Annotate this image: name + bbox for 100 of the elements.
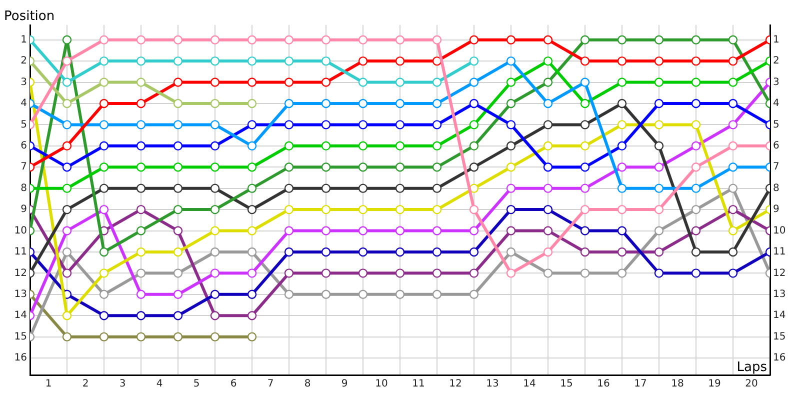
point bbox=[506, 141, 516, 151]
point bbox=[395, 268, 405, 278]
x-tick-label: 1 bbox=[45, 378, 52, 390]
point bbox=[247, 98, 257, 108]
point bbox=[432, 290, 442, 299]
point bbox=[395, 78, 405, 87]
point bbox=[358, 141, 368, 151]
x-tick-label: 5 bbox=[193, 378, 200, 390]
y-tick-label: 16 bbox=[14, 352, 27, 364]
point bbox=[580, 204, 590, 214]
point bbox=[62, 204, 72, 214]
point bbox=[210, 268, 220, 278]
point bbox=[62, 247, 72, 257]
point bbox=[506, 268, 516, 278]
point bbox=[136, 56, 146, 66]
point bbox=[617, 120, 627, 130]
point bbox=[62, 268, 72, 278]
point bbox=[173, 247, 183, 257]
point bbox=[728, 162, 738, 172]
point bbox=[617, 35, 627, 44]
point bbox=[210, 78, 220, 87]
point bbox=[432, 204, 442, 214]
point bbox=[358, 56, 368, 66]
point bbox=[691, 204, 701, 214]
point bbox=[654, 204, 664, 214]
point bbox=[617, 98, 627, 108]
point bbox=[728, 35, 738, 44]
point bbox=[728, 120, 738, 130]
point bbox=[691, 35, 701, 44]
point bbox=[247, 268, 257, 278]
point bbox=[506, 78, 516, 87]
point bbox=[580, 162, 590, 172]
y-tick-label: 11 bbox=[14, 246, 27, 258]
y2-tick-label: 9 bbox=[773, 204, 780, 216]
point bbox=[580, 35, 590, 44]
point bbox=[543, 78, 553, 87]
point bbox=[617, 204, 627, 214]
point bbox=[210, 184, 220, 193]
y2-tick-label: 16 bbox=[773, 352, 786, 364]
point bbox=[136, 120, 146, 130]
point bbox=[62, 141, 72, 151]
point bbox=[691, 162, 701, 172]
point bbox=[580, 98, 590, 108]
point bbox=[358, 204, 368, 214]
point bbox=[654, 247, 664, 257]
point bbox=[284, 226, 294, 236]
point bbox=[543, 162, 553, 172]
point bbox=[321, 35, 331, 44]
point bbox=[506, 162, 516, 172]
point bbox=[210, 35, 220, 44]
point bbox=[173, 226, 183, 236]
point bbox=[173, 184, 183, 193]
point bbox=[99, 162, 109, 172]
point bbox=[506, 184, 516, 193]
point bbox=[284, 268, 294, 278]
point bbox=[543, 98, 553, 108]
x-tick-label: 13 bbox=[486, 378, 499, 390]
point bbox=[654, 162, 664, 172]
point bbox=[173, 332, 183, 342]
point bbox=[99, 311, 109, 320]
point bbox=[62, 56, 72, 66]
y2-tick-label: 15 bbox=[773, 331, 786, 342]
point bbox=[506, 247, 516, 257]
point bbox=[210, 120, 220, 130]
x-tick-label: 18 bbox=[671, 378, 684, 390]
point bbox=[99, 35, 109, 44]
point bbox=[580, 184, 590, 193]
point bbox=[358, 184, 368, 193]
y-tick-label: 8 bbox=[20, 182, 27, 194]
point bbox=[284, 184, 294, 193]
point bbox=[728, 204, 738, 214]
point bbox=[136, 98, 146, 108]
point bbox=[62, 78, 72, 87]
point bbox=[691, 78, 701, 87]
point bbox=[617, 162, 627, 172]
point bbox=[247, 35, 257, 44]
point bbox=[210, 141, 220, 151]
x-tick-label: 3 bbox=[119, 378, 126, 390]
point bbox=[247, 204, 257, 214]
point bbox=[617, 268, 627, 278]
point bbox=[173, 290, 183, 299]
point bbox=[136, 247, 146, 257]
point bbox=[247, 226, 257, 236]
point bbox=[691, 247, 701, 257]
point bbox=[654, 56, 664, 66]
point bbox=[395, 35, 405, 44]
x-tick-label: 15 bbox=[560, 378, 573, 390]
y2-tick-label: 6 bbox=[773, 140, 780, 152]
x-tick-label: 6 bbox=[230, 378, 237, 390]
y2-tick-label: 10 bbox=[773, 225, 786, 236]
point bbox=[395, 98, 405, 108]
point bbox=[136, 162, 146, 172]
point bbox=[62, 35, 72, 44]
point bbox=[691, 226, 701, 236]
point bbox=[99, 204, 109, 214]
point bbox=[395, 120, 405, 130]
point bbox=[284, 141, 294, 151]
point bbox=[210, 98, 220, 108]
x-tick-label: 16 bbox=[597, 378, 610, 390]
point bbox=[580, 141, 590, 151]
